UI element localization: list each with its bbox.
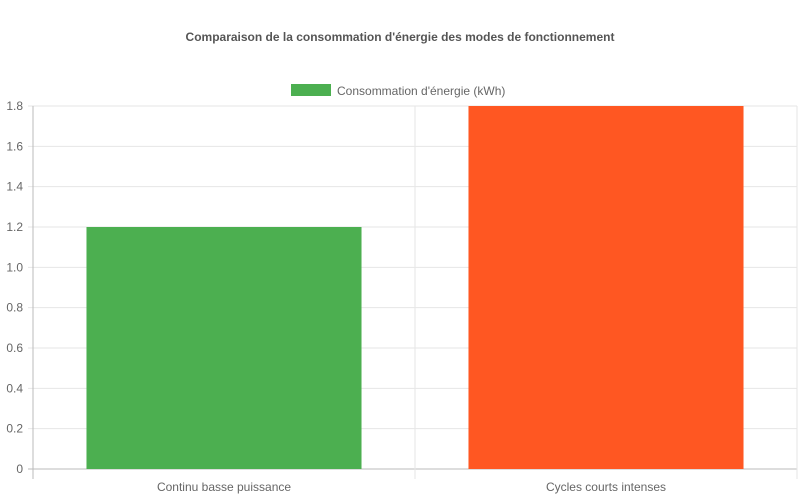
- bar: [86, 227, 362, 469]
- y-tick-label: 1.6: [6, 139, 23, 153]
- bars: [86, 106, 744, 469]
- y-tick-label: 0.4: [6, 381, 23, 395]
- y-tick-label: 0: [16, 462, 23, 476]
- y-tick-label: 1.2: [6, 220, 23, 234]
- y-tick-label: 0.2: [6, 422, 23, 436]
- legend: Consommation d'énergie (kWh): [291, 84, 505, 98]
- legend-label: Consommation d'énergie (kWh): [337, 84, 505, 98]
- legend-swatch: [291, 84, 331, 96]
- y-tick-label: 0.8: [6, 301, 23, 315]
- y-tick-label: 0.6: [6, 341, 23, 355]
- bar: [468, 106, 744, 469]
- axes: 0 0.2 0.4 0.6 0.8 1.0 1.2 1.4 1.6 1.8 Continu bass…: [6, 99, 666, 494]
- x-tick-label: Cycles courts intenses: [546, 480, 666, 494]
- y-tick-label: 1.0: [6, 260, 23, 274]
- y-tick-label: 1.4: [6, 180, 23, 194]
- x-tick-label: Continu basse puissance: [157, 480, 291, 494]
- y-tick-label: 1.8: [6, 99, 23, 113]
- chart-title: Comparaison de la consommation d'énergie…: [186, 30, 615, 44]
